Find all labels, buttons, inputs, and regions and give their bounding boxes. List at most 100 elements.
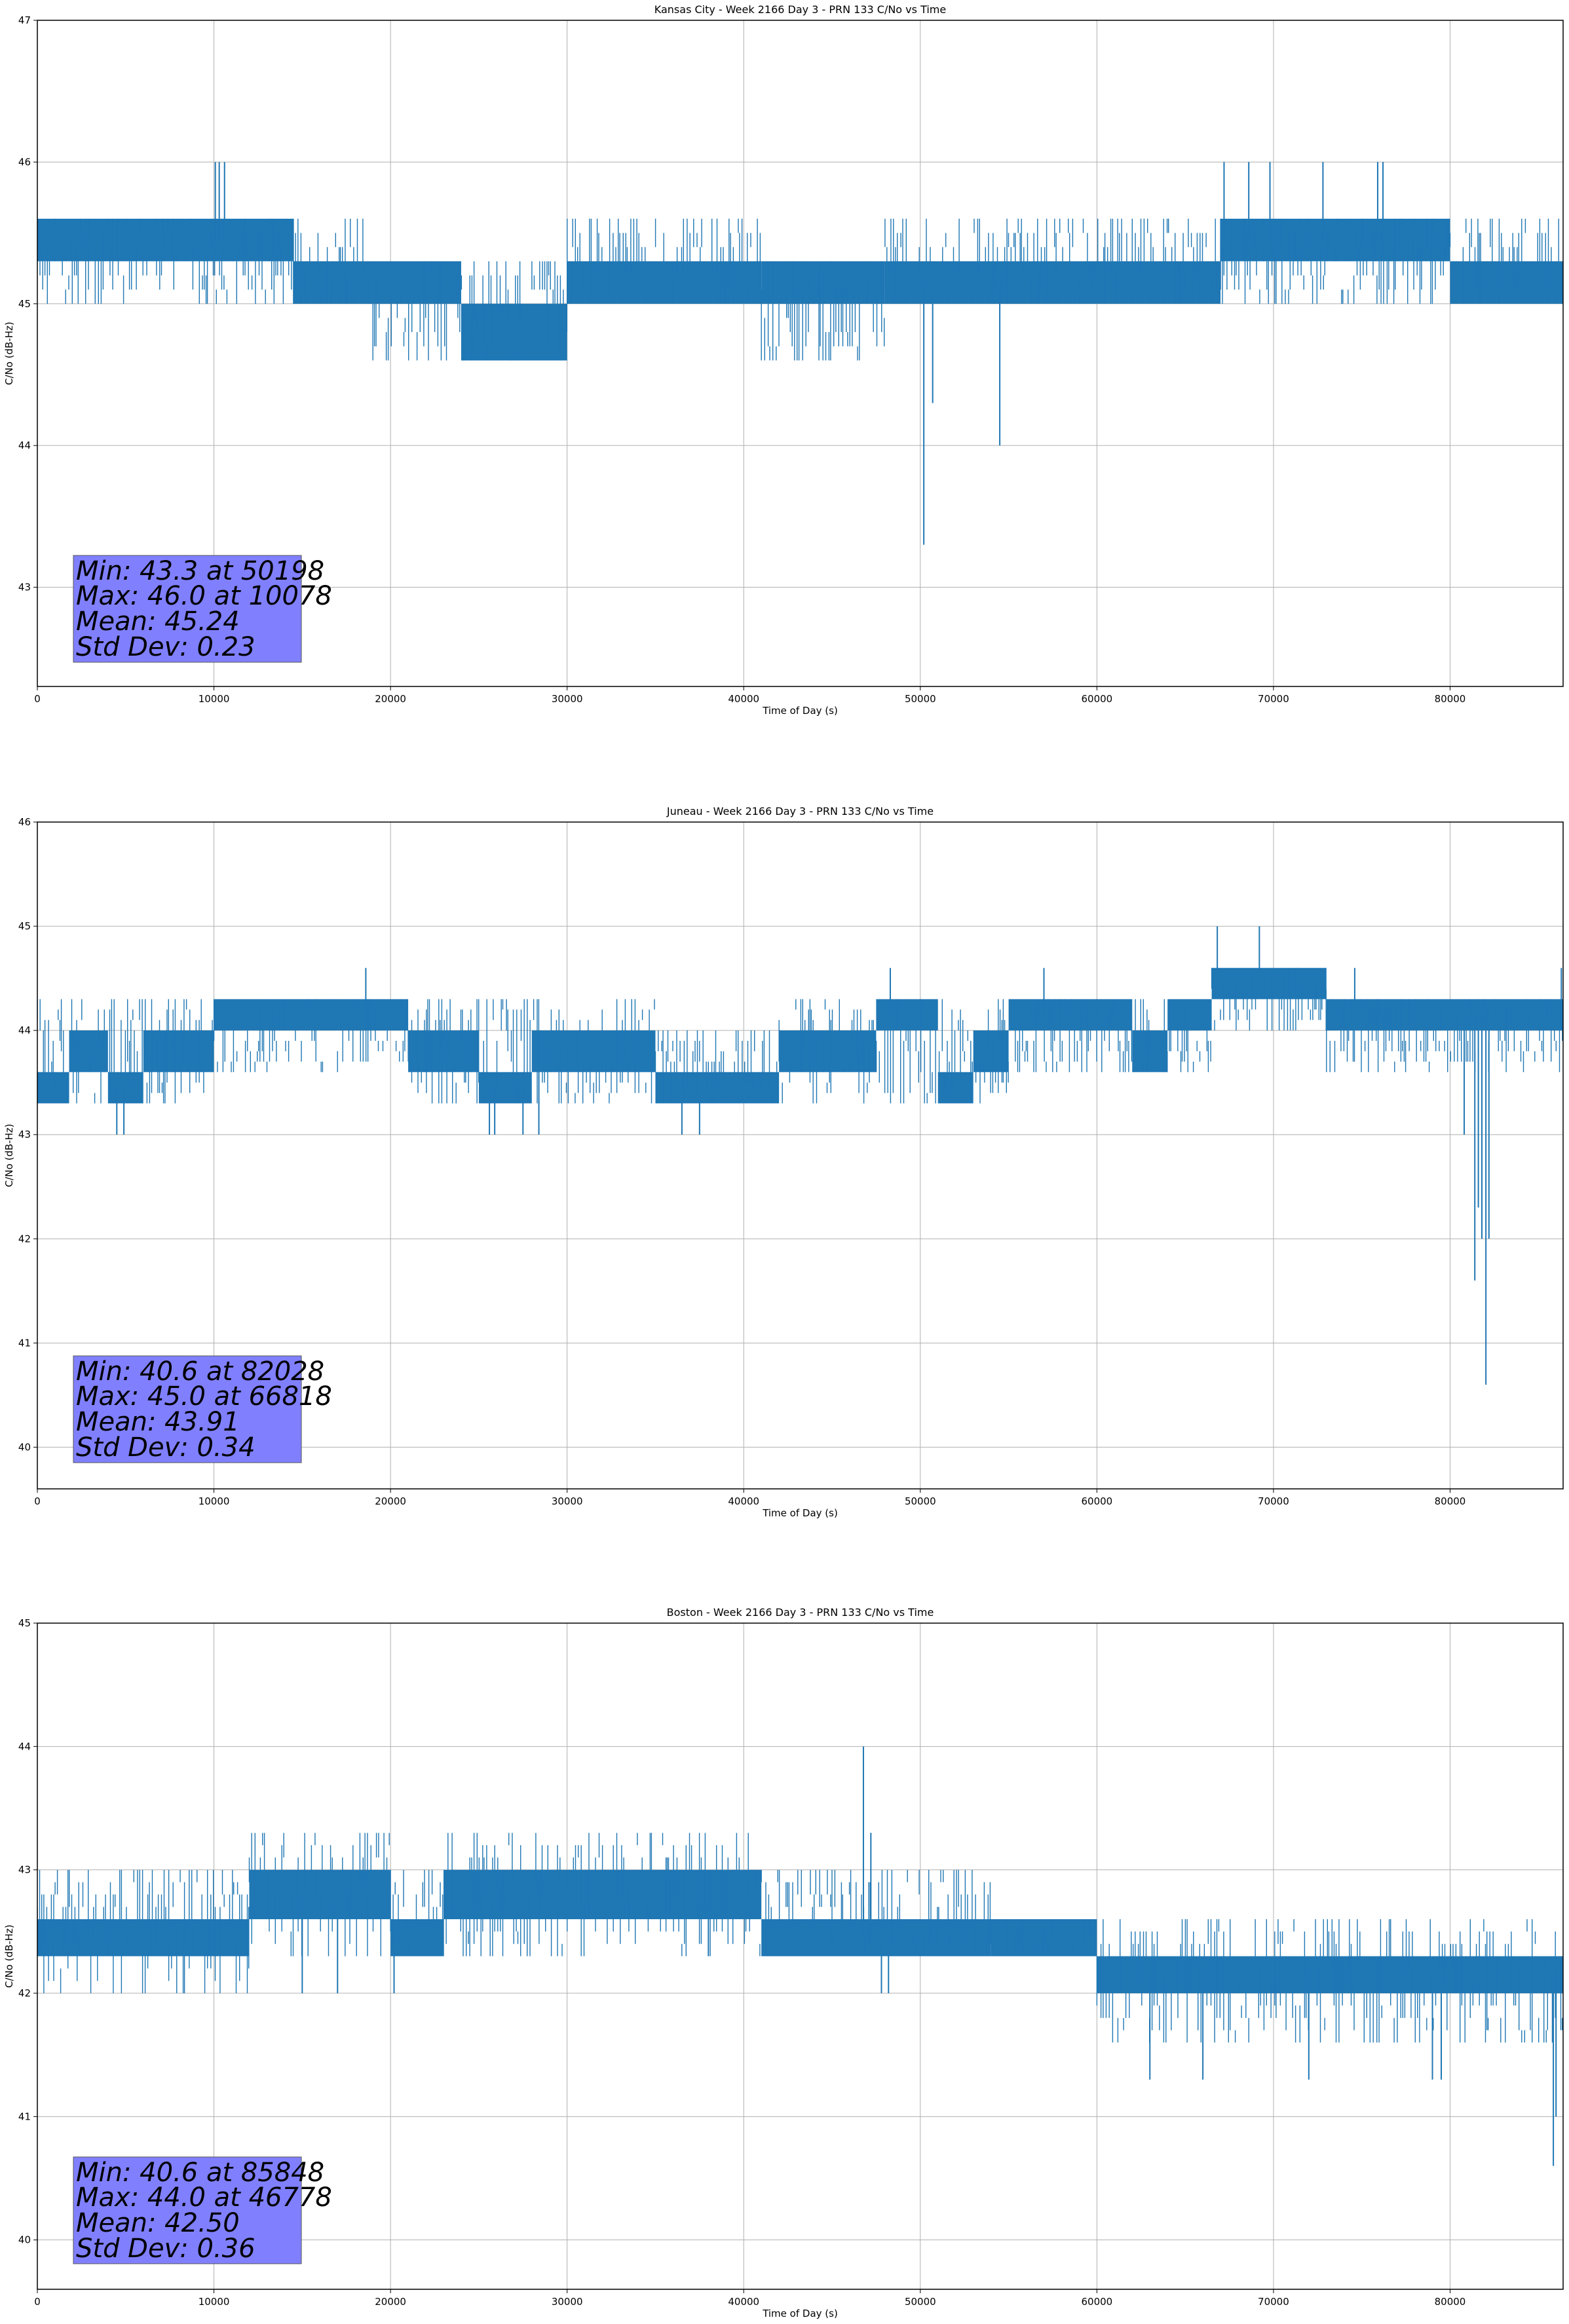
chart-title: Juneau - Week 2166 Day 3 - PRN 133 C/No … bbox=[666, 805, 934, 817]
signal-band bbox=[655, 1072, 780, 1104]
stats-std-dev: Std Dev: 0.23 bbox=[76, 632, 255, 662]
data-series bbox=[37, 162, 1563, 545]
data-series bbox=[37, 1746, 1563, 2166]
signal-flicker bbox=[248, 1833, 390, 1957]
x-tick-label: 40000 bbox=[728, 1495, 759, 1507]
stats-mean: Mean: 43.91 bbox=[76, 1407, 240, 1437]
axis-ticks: 0 10000 20000 30000 40000 50000 60000 70000 8000… bbox=[18, 14, 1465, 705]
x-axis-label: Time of Day (s) bbox=[762, 1507, 838, 1519]
y-tick-label: 46 bbox=[18, 816, 31, 828]
y-tick-label: 44 bbox=[18, 440, 31, 451]
y-tick-label: 43 bbox=[18, 582, 31, 593]
x-tick-label: 50000 bbox=[905, 2296, 936, 2308]
signal-band bbox=[37, 1919, 250, 1957]
signal-band bbox=[69, 1030, 108, 1072]
signal-band bbox=[1132, 261, 1221, 304]
y-axis-label: C/No (dB-Hz) bbox=[3, 1924, 15, 1988]
stats-box: Min: 40.6 at 82028 Max: 45.0 at 66818 Me… bbox=[73, 1355, 332, 1463]
x-tick-label: 30000 bbox=[552, 2296, 583, 2308]
signal-band bbox=[937, 1072, 974, 1104]
stats-min: Min: 40.6 at 85848 bbox=[76, 2158, 324, 2188]
signal-band bbox=[214, 999, 409, 1031]
axis-ticks: 0 10000 20000 30000 40000 50000 60000 70000 8000… bbox=[18, 1617, 1465, 2308]
signal-band bbox=[293, 261, 373, 304]
stats-box-background bbox=[73, 1355, 302, 1463]
signal-band bbox=[761, 1919, 991, 1957]
x-tick-label: 40000 bbox=[728, 2296, 759, 2308]
y-tick-label: 45 bbox=[18, 298, 31, 310]
signal-flicker bbox=[1326, 999, 1563, 1072]
stats-std-dev: Std Dev: 0.36 bbox=[76, 2234, 255, 2264]
x-tick-label: 50000 bbox=[905, 693, 936, 705]
x-tick-label: 50000 bbox=[905, 1495, 936, 1507]
x-tick-label: 60000 bbox=[1082, 1495, 1113, 1507]
stats-box-background bbox=[73, 555, 302, 663]
stats-box: Min: 43.3 at 50198 Max: 46.0 at 10078 Me… bbox=[73, 555, 332, 663]
signal-flicker bbox=[372, 261, 567, 361]
signal-band bbox=[1220, 218, 1450, 261]
signal-band bbox=[107, 1072, 143, 1104]
x-tick-label: 80000 bbox=[1435, 1495, 1466, 1507]
signal-band bbox=[1326, 999, 1563, 1031]
y-tick-label: 45 bbox=[18, 920, 31, 932]
y-tick-label: 44 bbox=[18, 1740, 31, 1752]
signal-band bbox=[1008, 999, 1133, 1031]
x-tick-label: 80000 bbox=[1435, 693, 1466, 705]
y-tick-label: 45 bbox=[18, 1617, 31, 1629]
y-tick-label: 41 bbox=[18, 1337, 31, 1349]
signal-flicker bbox=[407, 999, 655, 1104]
signal-flicker bbox=[213, 999, 408, 1072]
signal-band bbox=[779, 1030, 877, 1072]
x-tick-label: 70000 bbox=[1258, 1495, 1289, 1507]
x-tick-label: 60000 bbox=[1082, 693, 1113, 705]
x-tick-label: 30000 bbox=[552, 693, 583, 705]
stats-mean: Mean: 45.24 bbox=[76, 607, 240, 637]
signal-band bbox=[461, 303, 567, 361]
signal-band bbox=[876, 999, 938, 1031]
x-tick-label: 0 bbox=[34, 2296, 41, 2308]
signal-flicker bbox=[1211, 967, 1327, 1031]
y-tick-label: 42 bbox=[18, 1233, 31, 1245]
stats-max: Max: 46.0 at 10078 bbox=[76, 581, 332, 611]
y-tick-label: 47 bbox=[18, 14, 31, 26]
x-axis-label: Time of Day (s) bbox=[762, 705, 838, 717]
chart-title: Boston - Week 2166 Day 3 - PRN 133 C/No … bbox=[667, 1606, 934, 1619]
signal-band bbox=[408, 1030, 479, 1072]
data-series bbox=[37, 926, 1563, 1385]
stats-max: Max: 44.0 at 46778 bbox=[76, 2183, 332, 2213]
x-tick-label: 20000 bbox=[375, 2296, 406, 2308]
y-tick-label: 44 bbox=[18, 1024, 31, 1036]
y-axis-label: C/No (dB-Hz) bbox=[3, 322, 15, 385]
stats-min: Min: 40.6 at 82028 bbox=[76, 1357, 324, 1387]
plot-frame bbox=[37, 821, 1564, 1490]
y-tick-label: 41 bbox=[18, 2110, 31, 2122]
chart-panel-boston: Boston - Week 2166 Day 3 - PRN 133 C/No … bbox=[3, 1606, 1564, 2319]
chart-title: Kansas City - Week 2166 Day 3 - PRN 133 … bbox=[654, 3, 946, 16]
x-tick-label: 10000 bbox=[198, 693, 230, 705]
plot-frame bbox=[37, 1622, 1564, 2290]
stats-min: Min: 43.3 at 50198 bbox=[76, 556, 324, 586]
x-axis-label: Time of Day (s) bbox=[762, 2308, 838, 2319]
x-tick-label: 70000 bbox=[1258, 693, 1289, 705]
y-axis-label: C/No (dB-Hz) bbox=[3, 1124, 15, 1188]
x-tick-label: 0 bbox=[34, 1495, 41, 1507]
stats-max: Max: 45.0 at 66818 bbox=[76, 1381, 332, 1412]
stats-box-background bbox=[73, 2156, 302, 2264]
y-tick-label: 43 bbox=[18, 1864, 31, 1876]
stats-std-dev: Std Dev: 0.34 bbox=[76, 1433, 255, 1463]
signal-flicker bbox=[37, 999, 213, 1104]
y-tick-label: 42 bbox=[18, 1987, 31, 1999]
y-tick-label: 40 bbox=[18, 2234, 31, 2246]
stats-box: Min: 40.6 at 85848 Max: 44.0 at 46778 Me… bbox=[73, 2156, 332, 2264]
x-tick-label: 20000 bbox=[375, 1495, 406, 1507]
signal-band bbox=[567, 261, 762, 304]
plot-frame bbox=[37, 20, 1564, 687]
signal-flicker bbox=[390, 1869, 444, 1957]
y-tick-label: 43 bbox=[18, 1129, 31, 1140]
x-tick-label: 70000 bbox=[1258, 2296, 1289, 2308]
x-tick-label: 10000 bbox=[198, 1495, 230, 1507]
signal-flicker bbox=[443, 1833, 761, 1957]
signal-band bbox=[373, 261, 461, 304]
y-tick-label: 46 bbox=[18, 156, 31, 168]
